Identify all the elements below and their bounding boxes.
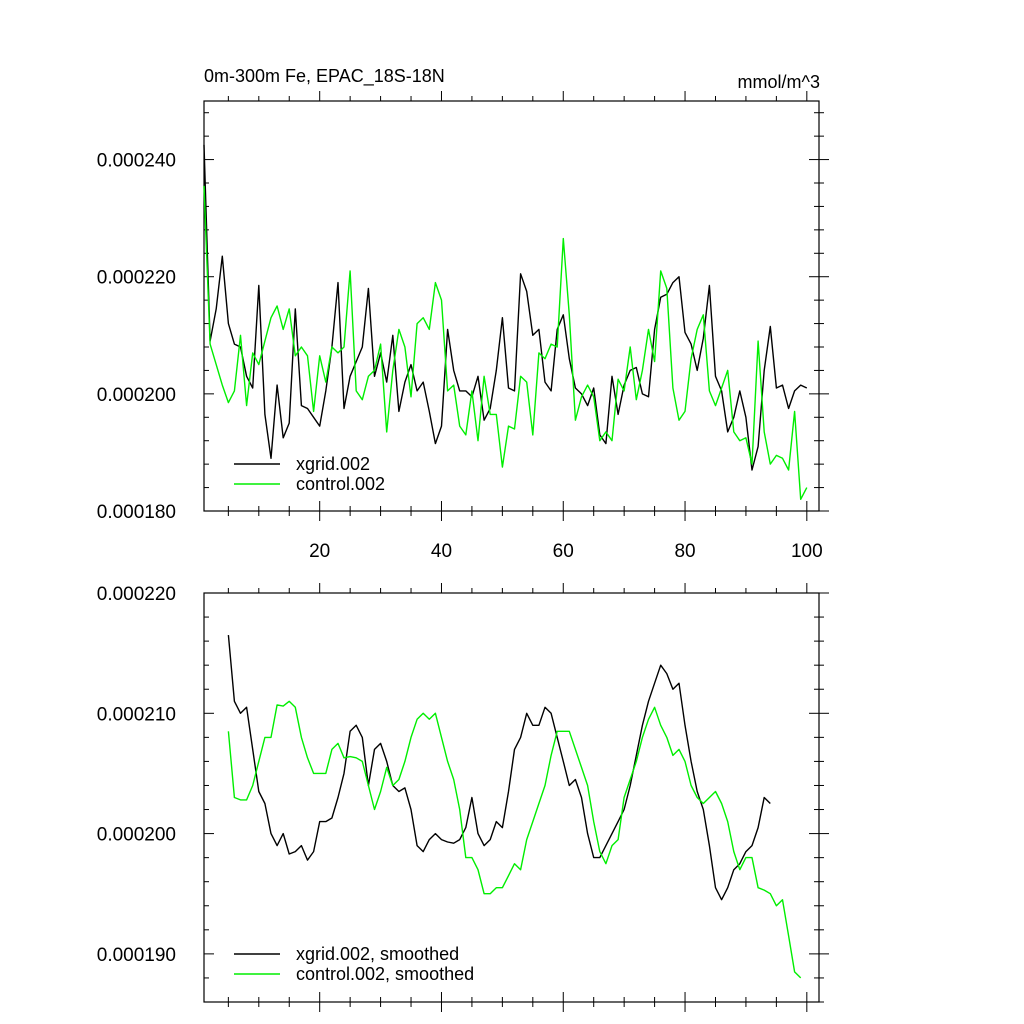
bottom-ticks: 0.000190 0.000200 0.000210 0.000220 <box>97 583 829 1012</box>
x-tick-label: 40 <box>431 541 452 562</box>
bottom-plot-frame <box>203 592 820 1003</box>
legend-label: xgrid.002 <box>296 454 370 474</box>
legend-label: xgrid.002, smoothed <box>296 944 459 964</box>
units-label: mmol/m^3 <box>738 72 820 92</box>
y-tick-label: 0.000240 <box>97 151 176 172</box>
y-tick-label: 0.000190 <box>97 945 176 966</box>
y-tick-label: 0.000220 <box>97 584 176 605</box>
series-line-control <box>203 185 808 500</box>
legend-label: control.002, smoothed <box>296 964 474 984</box>
x-tick-label: 60 <box>553 541 574 562</box>
top-panel: 0m-300m Fe, EPAC_18S-18N mmol/m^3 20 40 60… <box>97 66 829 562</box>
bottom-panel: 0.000190 0.000200 0.000210 0.000220 xgrid.0… <box>97 583 829 1012</box>
series-line-xgrid <box>227 635 771 901</box>
series-line-control <box>227 700 802 979</box>
chart-title: 0m-300m Fe, EPAC_18S-18N <box>204 66 445 87</box>
x-tick-label: 80 <box>674 541 695 562</box>
top-plot-frame <box>203 100 820 512</box>
y-tick-label: 0.000200 <box>97 385 176 406</box>
y-tick-label: 0.000210 <box>97 704 176 725</box>
top-series <box>203 144 808 500</box>
x-tick-label: 100 <box>791 541 823 562</box>
y-tick-label: 0.000200 <box>97 825 176 846</box>
legend-label: control.002 <box>296 474 385 494</box>
x-tick-label: 20 <box>309 541 330 562</box>
y-tick-label: 0.000220 <box>97 268 176 289</box>
y-tick-label: 0.000180 <box>97 502 176 523</box>
top-ticks: 20 40 60 80 100 0.000180 0.000200 0.000220 0.000… <box>97 91 829 562</box>
bottom-series <box>227 635 802 979</box>
series-line-xgrid <box>203 144 808 471</box>
